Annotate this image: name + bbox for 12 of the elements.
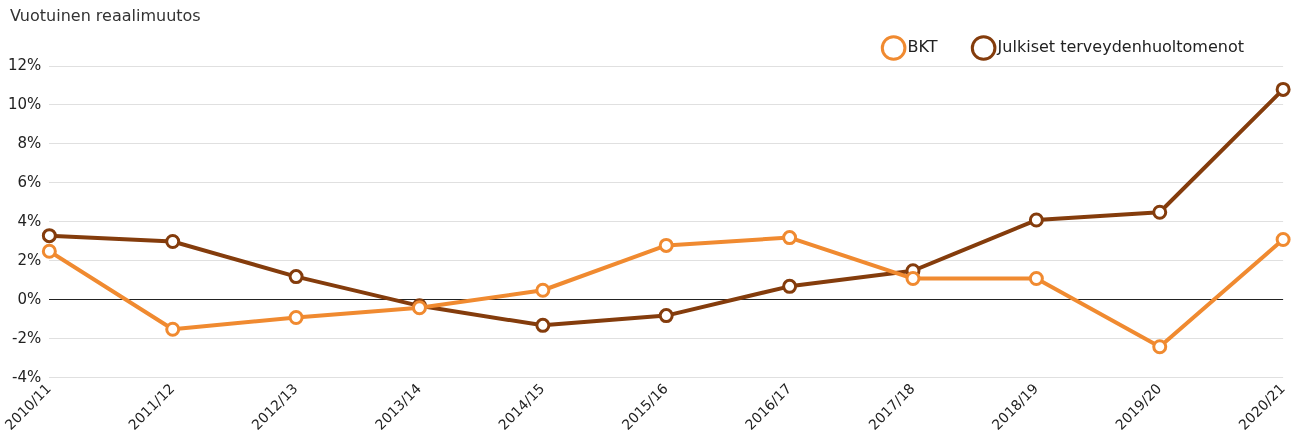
legend-label: Julkiset terveydenhuoltomenot <box>996 37 1245 57</box>
y-tick-label: -2% <box>12 328 42 347</box>
y-tick-label: -4% <box>12 367 42 386</box>
y-axis-title: Vuotuinen reaalimuutos <box>10 6 201 25</box>
y-tick-label: 2% <box>17 250 42 269</box>
legend-label: BKT <box>907 37 938 57</box>
y-tick-label: 0% <box>17 289 42 308</box>
y-tick-label: 4% <box>17 211 42 230</box>
y-tick-label: 12% <box>8 55 42 74</box>
y-tick-label: 8% <box>17 133 42 152</box>
y-tick-label: 6% <box>17 172 42 191</box>
y-tick-label: 10% <box>8 94 42 113</box>
